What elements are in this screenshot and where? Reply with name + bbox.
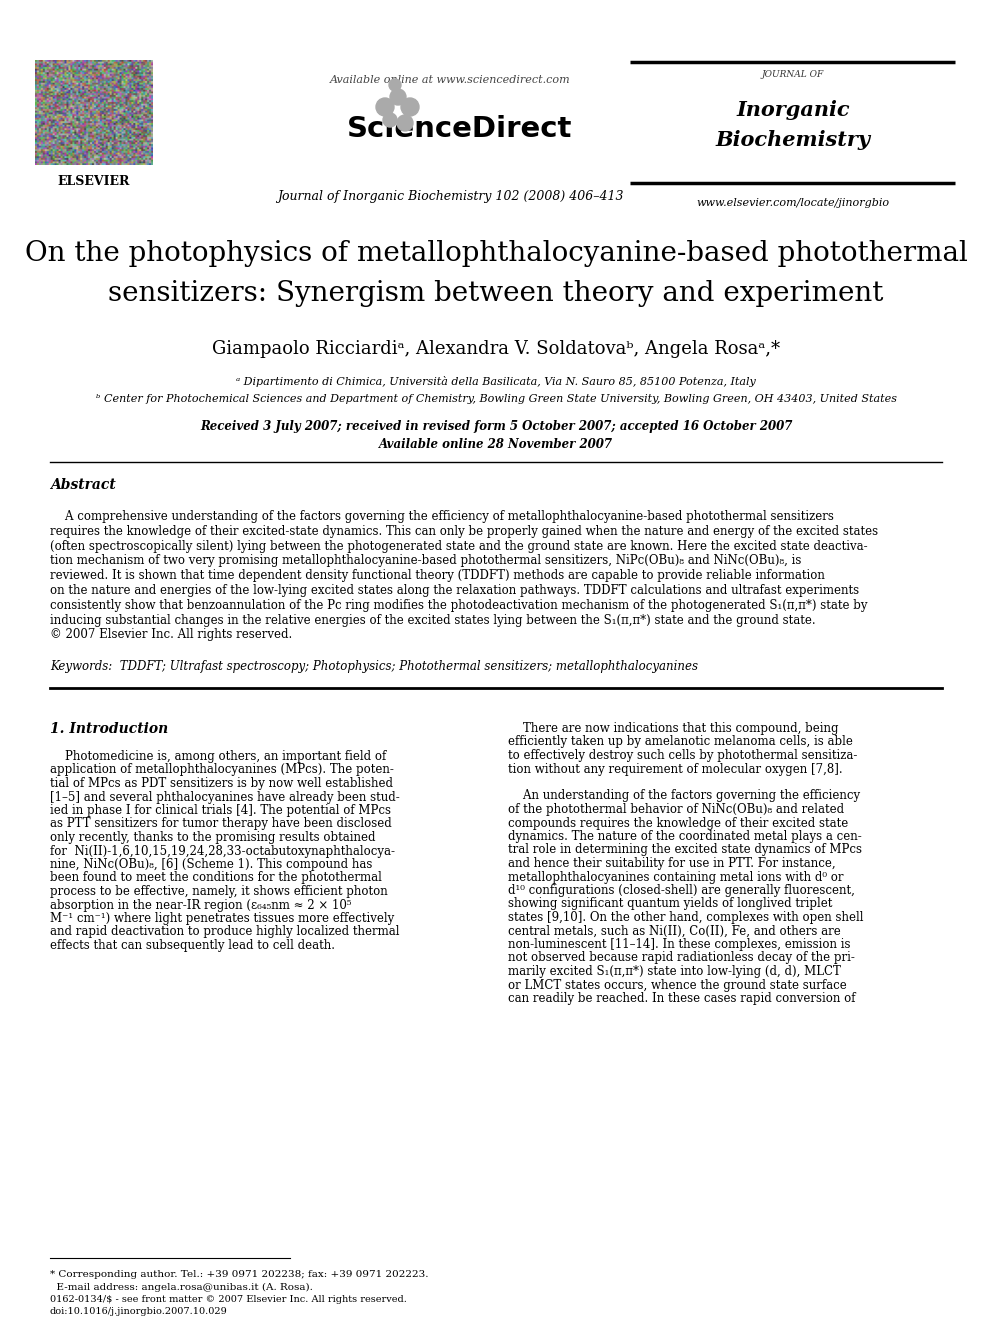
Text: inducing substantial changes in the relative energies of the excited states lyin: inducing substantial changes in the rela… (50, 614, 815, 627)
Text: marily excited S₁(π,π*) state into low-lying (d, d), MLCT: marily excited S₁(π,π*) state into low-l… (508, 964, 841, 978)
Text: effects that can subsequently lead to cell death.: effects that can subsequently lead to ce… (50, 939, 335, 953)
Text: application of metallophthalocyanines (MPcs). The poten-: application of metallophthalocyanines (M… (50, 763, 394, 777)
Text: ied in phase I for clinical trials [4]. The potential of MPcs: ied in phase I for clinical trials [4]. … (50, 804, 391, 818)
Text: 0162-0134/$ - see front matter © 2007 Elsevier Inc. All rights reserved.: 0162-0134/$ - see front matter © 2007 El… (50, 1295, 407, 1304)
Text: d¹⁰ configurations (closed-shell) are generally fluorescent,: d¹⁰ configurations (closed-shell) are ge… (508, 884, 855, 897)
Text: on the nature and energies of the low-lying excited states along the relaxation : on the nature and energies of the low-ly… (50, 583, 859, 597)
Text: Available online at www.sciencedirect.com: Available online at www.sciencedirect.co… (329, 75, 570, 85)
Text: tial of MPcs as PDT sensitizers is by now well established: tial of MPcs as PDT sensitizers is by no… (50, 777, 393, 790)
Text: and rapid deactivation to produce highly localized thermal: and rapid deactivation to produce highly… (50, 926, 400, 938)
Text: Journal of Inorganic Biochemistry 102 (2008) 406–413: Journal of Inorganic Biochemistry 102 (2… (277, 191, 623, 202)
Text: Photomedicine is, among others, an important field of: Photomedicine is, among others, an impor… (50, 750, 386, 763)
Text: requires the knowledge of their excited-state dynamics. This can only be properl: requires the knowledge of their excited-… (50, 525, 878, 538)
Circle shape (376, 98, 394, 116)
Text: non-luminescent [11–14]. In these complexes, emission is: non-luminescent [11–14]. In these comple… (508, 938, 850, 951)
Text: for  Ni(II)-1,6,10,15,19,24,28,33-octabutoxynaphthalocya-: for Ni(II)-1,6,10,15,19,24,28,33-octabut… (50, 844, 395, 857)
Text: ᵇ Center for Photochemical Sciences and Department of Chemistry, Bowling Green S: ᵇ Center for Photochemical Sciences and … (95, 394, 897, 404)
Text: process to be effective, namely, it shows efficient photon: process to be effective, namely, it show… (50, 885, 388, 898)
Circle shape (383, 112, 397, 127)
Text: tral role in determining the excited state dynamics of MPcs: tral role in determining the excited sta… (508, 844, 862, 856)
Text: Abstract: Abstract (50, 478, 116, 492)
Text: There are now indications that this compound, being: There are now indications that this comp… (508, 722, 838, 736)
Text: Inorganic: Inorganic (736, 101, 850, 120)
Circle shape (389, 79, 401, 91)
Text: only recently, thanks to the promising results obtained: only recently, thanks to the promising r… (50, 831, 376, 844)
Text: absorption in the near-IR region (ε₆₄₅nm ≈ 2 × 10⁵: absorption in the near-IR region (ε₆₄₅nm… (50, 898, 351, 912)
Text: [1–5] and several phthalocyanines have already been stud-: [1–5] and several phthalocyanines have a… (50, 791, 400, 803)
Text: © 2007 Elsevier Inc. All rights reserved.: © 2007 Elsevier Inc. All rights reserved… (50, 628, 293, 642)
Circle shape (397, 115, 413, 131)
Text: (often spectroscopically silent) lying between the photogenerated state and the : (often spectroscopically silent) lying b… (50, 540, 868, 553)
Text: ᵃ Dipartimento di Chimica, Università della Basilicata, Via N. Sauro 85, 85100 P: ᵃ Dipartimento di Chimica, Università de… (236, 376, 756, 388)
Text: efficiently taken up by amelanotic melanoma cells, is able: efficiently taken up by amelanotic melan… (508, 736, 853, 749)
Text: Available online 28 November 2007: Available online 28 November 2007 (379, 438, 613, 451)
Text: An understanding of the factors governing the efficiency: An understanding of the factors governin… (508, 790, 860, 803)
Text: compounds requires the knowledge of their excited state: compounds requires the knowledge of thei… (508, 816, 848, 830)
Text: 1. Introduction: 1. Introduction (50, 722, 169, 736)
Text: M⁻¹ cm⁻¹) where light penetrates tissues more effectively: M⁻¹ cm⁻¹) where light penetrates tissues… (50, 912, 394, 925)
Text: been found to meet the conditions for the photothermal: been found to meet the conditions for th… (50, 872, 382, 885)
Text: tion mechanism of two very promising metallophthalocyanine-based photothermal se: tion mechanism of two very promising met… (50, 554, 802, 568)
Text: Received 3 July 2007; received in revised form 5 October 2007; accepted 16 Octob: Received 3 July 2007; received in revise… (199, 419, 793, 433)
Text: Keywords:  TDDFT; Ultrafast spectroscopy; Photophysics; Photothermal sensitizers: Keywords: TDDFT; Ultrafast spectroscopy;… (50, 660, 698, 673)
Text: JOURNAL OF: JOURNAL OF (762, 70, 824, 79)
Text: central metals, such as Ni(II), Co(II), Fe, and others are: central metals, such as Ni(II), Co(II), … (508, 925, 841, 938)
Text: not observed because rapid radiationless decay of the pri-: not observed because rapid radiationless… (508, 951, 855, 964)
Text: states [9,10]. On the other hand, complexes with open shell: states [9,10]. On the other hand, comple… (508, 912, 863, 923)
Text: can readily be reached. In these cases rapid conversion of: can readily be reached. In these cases r… (508, 992, 855, 1005)
Text: tion without any requirement of molecular oxygen [7,8].: tion without any requirement of molecula… (508, 762, 842, 775)
Text: Giampaolo Ricciardiᵃ, Alexandra V. Soldatovaᵇ, Angela Rosaᵃ,*: Giampaolo Ricciardiᵃ, Alexandra V. Solda… (212, 340, 780, 359)
Text: nine, NiNc(OBu)₈, [6] (Scheme 1). This compound has: nine, NiNc(OBu)₈, [6] (Scheme 1). This c… (50, 859, 372, 871)
Text: ELSEVIER: ELSEVIER (58, 175, 130, 188)
Text: On the photophysics of metallophthalocyanine-based photothermal: On the photophysics of metallophthalocya… (25, 239, 967, 267)
Text: or LMCT states occurs, whence the ground state surface: or LMCT states occurs, whence the ground… (508, 979, 847, 991)
Text: dynamics. The nature of the coordinated metal plays a cen-: dynamics. The nature of the coordinated … (508, 830, 862, 843)
Text: E-mail address: angela.rosa@unibas.it (A. Rosa).: E-mail address: angela.rosa@unibas.it (A… (50, 1283, 312, 1293)
Circle shape (390, 89, 406, 105)
Text: reviewed. It is shown that time dependent density functional theory (TDDFT) meth: reviewed. It is shown that time dependen… (50, 569, 825, 582)
Text: consistently show that benzoannulation of the Pc ring modifies the photodeactiva: consistently show that benzoannulation o… (50, 599, 867, 611)
Text: metallophthalocyanines containing metal ions with d⁰ or: metallophthalocyanines containing metal … (508, 871, 843, 884)
Text: A comprehensive understanding of the factors governing the efficiency of metallo: A comprehensive understanding of the fac… (50, 509, 834, 523)
Text: * Corresponding author. Tel.: +39 0971 202238; fax: +39 0971 202223.: * Corresponding author. Tel.: +39 0971 2… (50, 1270, 429, 1279)
Text: as PTT sensitizers for tumor therapy have been disclosed: as PTT sensitizers for tumor therapy hav… (50, 818, 392, 831)
Text: Biochemistry: Biochemistry (715, 130, 871, 149)
Text: ScienceDirect: ScienceDirect (347, 115, 572, 143)
Text: showing significant quantum yields of longlived triplet: showing significant quantum yields of lo… (508, 897, 832, 910)
Text: and hence their suitability for use in PTT. For instance,: and hence their suitability for use in P… (508, 857, 835, 871)
Text: to effectively destroy such cells by photothermal sensitiza-: to effectively destroy such cells by pho… (508, 749, 857, 762)
Text: of the photothermal behavior of NiNc(OBu)₈ and related: of the photothermal behavior of NiNc(OBu… (508, 803, 844, 816)
Text: www.elsevier.com/locate/jinorgbio: www.elsevier.com/locate/jinorgbio (696, 198, 890, 208)
Text: sensitizers: Synergism between theory and experiment: sensitizers: Synergism between theory an… (108, 280, 884, 307)
Text: doi:10.1016/j.jinorgbio.2007.10.029: doi:10.1016/j.jinorgbio.2007.10.029 (50, 1307, 228, 1316)
Circle shape (401, 98, 419, 116)
